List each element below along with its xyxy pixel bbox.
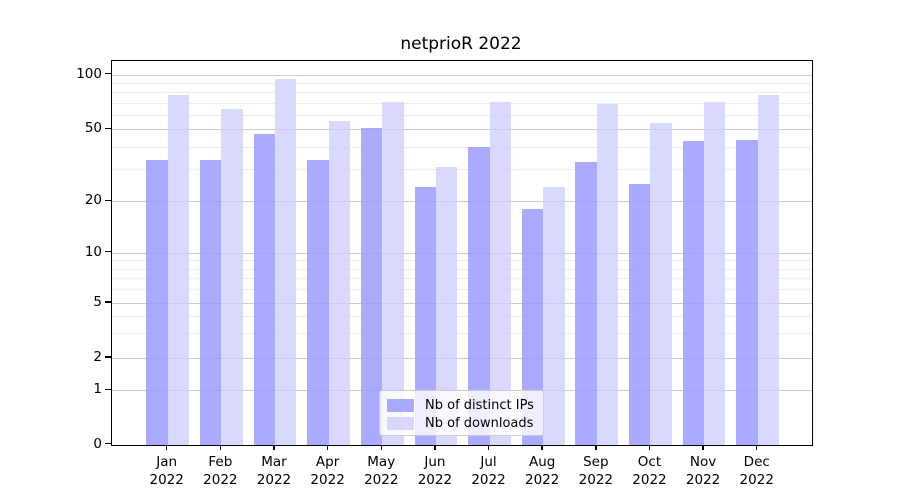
bar-jun-distinct-ips <box>414 187 436 445</box>
y-tick-mark-0 <box>105 443 111 445</box>
bar-feb-distinct-ips <box>199 159 222 445</box>
x-tick-mark-nov <box>702 445 704 450</box>
chart-title: netprioR 2022 <box>400 34 522 54</box>
bar-jul-distinct-ips <box>468 147 490 445</box>
x-tick-mark-jan <box>166 445 168 450</box>
minor-gridline-60 <box>112 114 812 116</box>
minor-gridline-30 <box>112 169 812 171</box>
x-tick-label-jul: Jul 2022 <box>471 454 506 488</box>
bar-sep-downloads <box>596 104 619 445</box>
bar-mar-downloads <box>274 79 297 445</box>
bar-nov-downloads <box>704 101 726 445</box>
x-tick-label-oct: Oct 2022 <box>632 454 667 488</box>
x-tick-label-jun: Jun 2022 <box>417 454 453 488</box>
legend: Nb of distinct IPs Nb of downloads <box>379 390 544 436</box>
bar-jan-distinct-ips <box>146 159 168 445</box>
y-tick-mark-100 <box>105 73 111 75</box>
y-tick-mark-5 <box>105 301 111 303</box>
y-tick-label-2: 2 <box>93 348 102 365</box>
major-gridline-20 <box>112 201 812 202</box>
bar-oct-downloads <box>650 123 672 445</box>
bar-sep-distinct-ips <box>575 162 597 445</box>
minor-gridline-70 <box>112 102 812 104</box>
plot-area <box>111 60 813 446</box>
bar-feb-downloads <box>221 108 243 445</box>
x-tick-label-jan: Jan 2022 <box>149 454 184 488</box>
major-gridline-50 <box>112 129 812 130</box>
y-tick-label-20: 20 <box>84 192 102 208</box>
bar-may-downloads <box>382 101 404 445</box>
x-tick-label-mar: Mar 2022 <box>256 454 292 488</box>
major-gridline-2 <box>112 357 812 359</box>
x-tick-label-may: May 2022 <box>364 454 399 488</box>
bar-jun-downloads <box>435 167 458 445</box>
x-tick-mark-dec <box>756 445 758 450</box>
minor-gridline-90 <box>112 82 812 84</box>
bar-apr-distinct-ips <box>307 159 329 445</box>
bar-nov-distinct-ips <box>682 141 705 445</box>
legend-row-distinct-ips: Nb of distinct IPs <box>380 396 543 414</box>
bar-jan-downloads <box>167 94 190 445</box>
legend-label-distinct-ips: Nb of distinct IPs <box>425 397 534 413</box>
minor-gridline-8 <box>112 268 812 270</box>
x-tick-label-nov: Nov 2022 <box>685 454 721 488</box>
x-tick-mark-sep <box>595 445 597 450</box>
x-tick-mark-jul <box>487 445 490 450</box>
bar-dec-distinct-ips <box>736 139 758 445</box>
bar-mar-distinct-ips <box>253 134 275 445</box>
y-tick-label-5: 5 <box>93 293 102 310</box>
major-gridline-5 <box>112 302 812 304</box>
minor-gridline-9 <box>112 260 812 262</box>
y-tick-label-1: 1 <box>93 381 102 397</box>
x-tick-label-aug: Aug 2022 <box>524 454 560 488</box>
bar-may-distinct-ips <box>360 127 383 445</box>
x-tick-label-dec: Dec 2022 <box>739 454 774 488</box>
x-tick-mark-mar <box>273 445 275 450</box>
x-tick-mark-oct <box>648 445 651 450</box>
minor-gridline-4 <box>112 316 812 318</box>
major-gridline-10 <box>112 252 812 254</box>
x-tick-mark-apr <box>326 445 329 450</box>
minor-gridline-6 <box>112 289 812 291</box>
y-tick-mark-50 <box>105 127 111 129</box>
y-tick-label-100: 100 <box>76 65 102 82</box>
major-gridline-100 <box>112 74 812 76</box>
y-tick-label-0: 0 <box>93 435 102 452</box>
bar-oct-distinct-ips <box>629 183 651 445</box>
minor-gridline-40 <box>112 146 812 148</box>
x-tick-label-sep: Sep 2022 <box>578 454 613 488</box>
bar-aug-downloads <box>543 187 565 445</box>
x-tick-label-feb: Feb 2022 <box>203 454 238 488</box>
x-tick-mark-may <box>380 445 382 450</box>
bar-jul-downloads <box>489 101 511 445</box>
legend-label-downloads: Nb of downloads <box>425 415 534 431</box>
y-tick-label-50: 50 <box>84 120 102 136</box>
bar-dec-downloads <box>757 94 780 445</box>
y-tick-label-10: 10 <box>84 243 102 260</box>
bar-aug-distinct-ips <box>521 209 544 445</box>
legend-row-downloads: Nb of downloads <box>380 414 543 432</box>
minor-gridline-80 <box>112 92 812 94</box>
y-tick-mark-1 <box>105 388 111 390</box>
minor-gridline-3 <box>112 333 812 335</box>
bar-apr-downloads <box>328 120 350 445</box>
legend-swatch-distinct-ips <box>387 398 414 412</box>
y-tick-mark-2 <box>105 356 111 358</box>
legend-swatch-downloads <box>387 416 414 430</box>
y-tick-mark-10 <box>105 251 111 253</box>
y-tick-mark-20 <box>105 199 111 201</box>
minor-gridline-7 <box>112 278 812 280</box>
x-tick-mark-aug <box>541 445 543 450</box>
x-tick-label-apr: Apr 2022 <box>310 454 345 488</box>
x-tick-mark-feb <box>219 445 222 450</box>
x-tick-mark-jun <box>434 445 436 450</box>
